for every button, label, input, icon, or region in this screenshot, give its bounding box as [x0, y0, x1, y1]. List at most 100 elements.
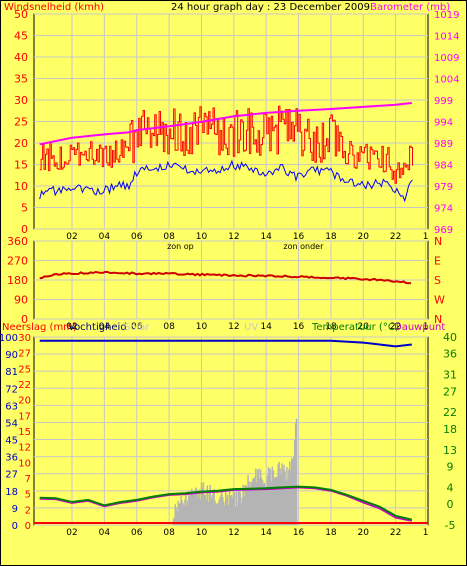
x-tick-label: 14 [260, 322, 272, 332]
axis-labels: 02 04 06 08 10 12 14 16 18 20 22 102 04 06 08 10 12 14 16 1… [0, 8, 459, 538]
x-tick-label: 10 [196, 528, 208, 538]
precip-axis-label: 25 [18, 364, 31, 375]
wind-axis-label: 50 [14, 8, 28, 21]
direction-axis-label: 180 [7, 274, 28, 287]
wind-speed-title: Windsnelheid (kmh) [4, 2, 104, 13]
precip-axis-label: 17 [18, 411, 31, 422]
temperature-axis-label: 31 [443, 369, 457, 382]
x-tick-label: 18 [325, 528, 337, 538]
x-tick-label: 16 [293, 322, 305, 332]
precip-axis-label: 20 [18, 396, 31, 407]
wind-axis-label: 40 [14, 51, 28, 64]
direction-axis-label: 0 [21, 313, 28, 326]
x-tick-label: 02 [66, 232, 77, 242]
wind-axis-label: 0 [21, 223, 28, 236]
barometer-axis-label: 1004 [434, 75, 459, 86]
x-tick-label: 10 [196, 232, 208, 242]
compass-label: N [434, 235, 442, 248]
humidity-axis-label: 45 [5, 436, 18, 447]
temperature-axis-label: 18 [443, 423, 457, 436]
barometer-series [39, 102, 412, 146]
precip-axis-label: 0 [25, 521, 31, 532]
wind-gust-series [39, 105, 413, 184]
x-tick-label: 02 [66, 528, 77, 538]
precip-axis-label: 30 [18, 333, 31, 344]
wind-average-series [39, 159, 413, 203]
legend-solar: Solar [124, 322, 150, 333]
humidity-axis-label: 100 [0, 333, 18, 344]
x-tick-label: 1 [423, 528, 429, 538]
humidity-axis-label: 18 [5, 487, 18, 498]
x-tick-label: 22 [390, 322, 401, 332]
humidity-axis-label: 36 [5, 453, 18, 464]
direction-axis-label: 360 [7, 235, 28, 248]
barometer-axis-label: 1019 [434, 10, 459, 21]
temperature-axis-label: 36 [443, 348, 457, 361]
temperature-series [39, 485, 413, 521]
temperature-axis-label: 27 [443, 385, 457, 398]
barometer-axis-label: 969 [434, 225, 453, 236]
x-tick-label: 12 [228, 232, 239, 242]
humidity-series [39, 339, 412, 348]
direction-axis-label: 270 [7, 255, 28, 268]
temperature-axis-label: 9 [447, 461, 454, 474]
temperature-axis-label: -5 [445, 519, 456, 532]
humidity-axis-label: 27 [5, 470, 18, 481]
humidity-axis-label: 90 [5, 350, 18, 361]
temperature-axis-label: 13 [443, 444, 457, 457]
x-tick-label: 18 [325, 232, 337, 242]
series-layer [34, 102, 428, 525]
wind-axis-label: 20 [14, 137, 28, 150]
x-tick-label: 20 [358, 528, 370, 538]
humidity-axis-label: 81 [5, 367, 18, 378]
chart-date-title: 24 hour graph day : 23 December 2009 [171, 2, 370, 13]
x-tick-label: 06 [131, 322, 143, 332]
precip-axis-label: 27 [18, 349, 31, 360]
temperature-axis-label: 22 [443, 406, 457, 419]
x-tick-label: 04 [99, 232, 111, 242]
x-tick-label: 1 [423, 322, 429, 332]
barometer-axis-label: 974 [434, 204, 453, 215]
wind-direction-series [39, 270, 412, 285]
sun-label: zon onder [283, 242, 324, 251]
legend-humidity: Vochtigheid [68, 322, 127, 333]
compass-label: S [434, 274, 441, 287]
x-tick-label: 20 [358, 232, 370, 242]
x-tick-label: 22 [390, 232, 401, 242]
precip-axis-label: 2 [25, 505, 31, 516]
x-tick-label: 20 [358, 322, 370, 332]
wind-axis-label: 35 [14, 73, 28, 86]
direction-axis-label: 90 [14, 294, 28, 307]
x-tick-label: 14 [260, 232, 272, 242]
barometer-axis-label: 1009 [434, 53, 459, 64]
precip-axis-label: 22 [18, 380, 31, 391]
compass-label: N [434, 313, 442, 326]
legend-temperature: Temperatuur (°C) [311, 322, 399, 333]
compass-label: W [434, 294, 445, 307]
x-tick-label: 16 [293, 232, 305, 242]
barometer-axis-label: 979 [434, 182, 453, 193]
sun-label: zon op [167, 242, 194, 251]
humidity-axis-label: 63 [5, 401, 18, 412]
wind-axis-label: 45 [14, 30, 28, 43]
barometer-title: Barometer (mb) [370, 2, 450, 13]
x-tick-label: 06 [131, 528, 143, 538]
x-tick-label: 04 [99, 322, 111, 332]
humidity-axis-label: 72 [5, 384, 18, 395]
barometer-axis-label: 1014 [434, 32, 459, 43]
precip-axis-label: 5 [25, 490, 31, 501]
precip-axis-label: 10 [18, 458, 31, 469]
temperature-axis-label: 4 [447, 481, 454, 494]
x-tick-label: 10 [196, 322, 208, 332]
barometer-axis-label: 994 [434, 118, 453, 129]
barometer-axis-label: 984 [434, 161, 453, 172]
x-tick-label: 08 [163, 528, 175, 538]
wind-axis-label: 25 [14, 116, 28, 129]
legend-precip: Neerslag (mm) [2, 322, 77, 333]
x-tick-label: 02 [66, 322, 77, 332]
x-tick-label: 14 [260, 528, 272, 538]
x-tick-label: 12 [228, 322, 239, 332]
barometer-axis-label: 989 [434, 139, 453, 150]
x-tick-label: 12 [228, 528, 239, 538]
